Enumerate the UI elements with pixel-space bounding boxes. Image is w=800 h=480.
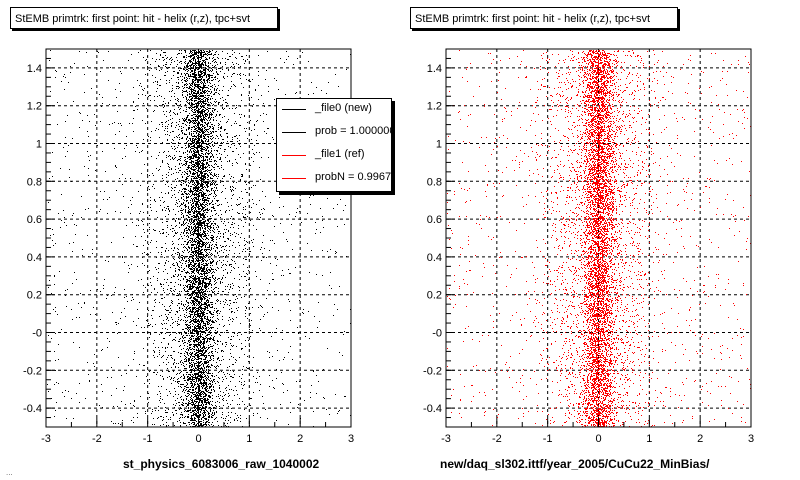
legend-line-file1: [282, 155, 306, 156]
x-tick-label: -2: [492, 433, 502, 445]
y-tick-label: 1.2: [427, 101, 442, 113]
legend-label-file1: _file1 (ref): [315, 148, 365, 160]
corner-label: ...: [6, 468, 13, 477]
scatter-points: [47, 50, 351, 427]
x-tick-label: -2: [92, 433, 102, 445]
y-tick-label: -0.2: [23, 365, 42, 377]
legend-box: _file0 (new) prob = 1.000000 _file1 (ref…: [276, 98, 392, 192]
y-tick-label: 0.6: [27, 214, 42, 226]
y-tick-label: 1.2: [27, 101, 42, 113]
y-tick-label: 0.2: [427, 290, 442, 302]
right-plot-title: StEMB primtrk: first point: hit - helix …: [410, 7, 678, 29]
x-tick-label: 2: [297, 433, 303, 445]
legend-line-probN: [282, 178, 306, 179]
legend-label-probN: probN = 0.996750: [315, 171, 392, 183]
x-tick-label: 3: [748, 433, 754, 445]
right-plot-pad: -3 -2 -1 0 1 2 3 -0.4 -0.2 -0 0.2 0.4 0.6 0.8 1 1.2 1.4 …: [400, 0, 800, 480]
y-tick-label: 1.4: [27, 63, 42, 75]
y-tick-label: -0.4: [423, 403, 442, 415]
x-tick-label: -3: [441, 433, 451, 445]
y-tick-label: 0.4: [427, 252, 442, 264]
y-tick-label: 0.2: [27, 290, 42, 302]
y-tick-label: -0.2: [423, 365, 442, 377]
legend-line-file0: [282, 109, 306, 110]
left-x-axis-label: st_physics_6083006_raw_1040002: [123, 457, 320, 471]
y-tick-label: 0.8: [27, 176, 42, 188]
y-tick-label: -0.4: [23, 403, 42, 415]
legend-entry-file0: _file0 (new): [277, 99, 391, 119]
y-tick-label: -0: [32, 328, 42, 340]
y-tick-label: 1: [36, 139, 42, 151]
x-tick-label: 1: [646, 433, 652, 445]
x-tick-label: -1: [543, 433, 553, 445]
legend-line-prob: [282, 132, 306, 133]
y-tick-label: 0.4: [27, 252, 42, 264]
left-scatter-plot: -3 -2 -1 0 1 2 3 -0.4 -0.2 -0 0.2 0.4 0.6 0.8 1 1.2 1.4: [23, 48, 354, 445]
x-tick-label: 3: [348, 433, 354, 445]
scatter-points: [447, 50, 751, 427]
legend-label-prob: prob = 1.000000: [315, 125, 392, 137]
right-scatter-plot: -3 -2 -1 0 1 2 3 -0.4 -0.2 -0 0.2 0.4 0.6 0.8 1 1.2 1.4: [423, 48, 754, 445]
y-tick-label: 1.4: [427, 63, 442, 75]
left-plot-pad: -3 -2 -1 0 1 2 3 -0.4 -0.2 -0 0.2 0.4 0.6 0.8 1 1.2 1.4 …: [6, 7, 392, 477]
x-tick-label: 1: [246, 433, 252, 445]
x-tick-label: -3: [41, 433, 51, 445]
legend-entry-prob: prob = 1.000000: [277, 122, 392, 142]
legend-entry-probN: probN = 0.996750: [277, 168, 392, 188]
legend-entry-file1: _file1 (ref): [277, 145, 391, 165]
legend-label-file0: _file0 (new): [315, 102, 372, 114]
x-tick-label: 0: [195, 433, 201, 445]
x-tick-label: 2: [697, 433, 703, 445]
y-tick-label: 0.8: [427, 176, 442, 188]
x-tick-label: 0: [595, 433, 601, 445]
y-tick-label: 0.6: [427, 214, 442, 226]
y-tick-label: 1: [436, 139, 442, 151]
y-tick-label: -0: [432, 328, 442, 340]
x-tick-label: -1: [143, 433, 153, 445]
left-plot-title: StEMB primtrk: first point: hit - helix …: [10, 7, 278, 29]
right-x-axis-label: new/daq_sl302.ittf/year_2005/CuCu22_MinB…: [440, 457, 710, 471]
